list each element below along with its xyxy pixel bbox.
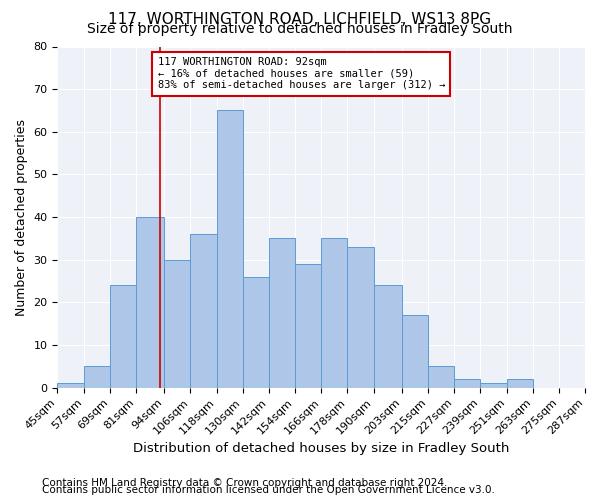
Bar [347,247,374,388]
Bar [321,238,347,388]
Bar [402,315,428,388]
Bar [58,384,83,388]
Text: Contains HM Land Registry data © Crown copyright and database right 2024.: Contains HM Land Registry data © Crown c… [42,478,448,488]
Bar [428,366,454,388]
Bar [136,217,164,388]
Bar [269,238,295,388]
Bar [83,366,110,388]
Bar [374,286,402,388]
Text: Size of property relative to detached houses in Fradley South: Size of property relative to detached ho… [87,22,513,36]
Bar [243,277,269,388]
X-axis label: Distribution of detached houses by size in Fradley South: Distribution of detached houses by size … [133,442,509,455]
Bar [454,379,481,388]
Bar [110,286,136,388]
Bar [164,260,190,388]
Bar [481,384,506,388]
Y-axis label: Number of detached properties: Number of detached properties [15,118,28,316]
Text: 117, WORTHINGTON ROAD, LICHFIELD, WS13 8PG: 117, WORTHINGTON ROAD, LICHFIELD, WS13 8… [109,12,491,28]
Bar [506,379,533,388]
Bar [295,264,321,388]
Bar [190,234,217,388]
Text: Contains public sector information licensed under the Open Government Licence v3: Contains public sector information licen… [42,485,495,495]
Bar [217,110,243,388]
Text: 117 WORTHINGTON ROAD: 92sqm
← 16% of detached houses are smaller (59)
83% of sem: 117 WORTHINGTON ROAD: 92sqm ← 16% of det… [158,57,445,90]
